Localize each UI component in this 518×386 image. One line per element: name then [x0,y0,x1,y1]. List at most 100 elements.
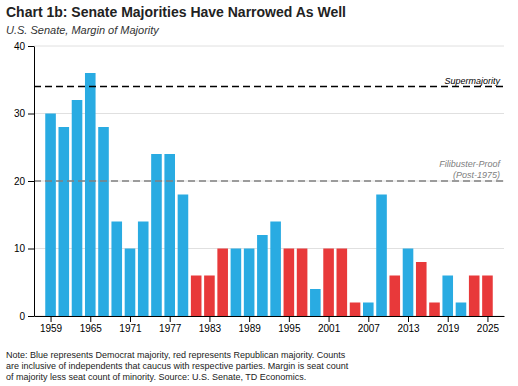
bar [125,249,136,317]
y-tick: 20 [14,176,34,187]
x-tick-mark [51,316,52,322]
plot: 1959 1965 1971 1977 1983 1989 1995 2001 2007 2013… [14,41,505,334]
chart: Chart 1b: Senate Majorities Have Narrowe… [0,0,518,386]
x-tick-mark [487,316,488,322]
title: Chart 1b: Senate Majorities Have Narrowe… [6,4,346,20]
y-tick: 30 [14,108,34,119]
x-tick-mark [209,316,210,322]
x-tick-label: 2007 [358,323,381,334]
bar [85,73,96,316]
y-tick-mark [28,316,34,317]
grid [34,46,504,316]
annotations: Supermajority Filibuster-Proof(Post-1975) [439,76,501,181]
x-tick-mark [170,316,171,322]
x-tick: 2013 [397,316,420,334]
bar [469,276,480,317]
bar [456,303,467,317]
x-tick: 1965 [80,316,103,334]
bar [45,114,56,317]
x-axis-line [35,316,505,317]
y-axis: 0 10 20 30 40 [14,41,35,322]
y-tick-mark [28,114,34,115]
bar [442,276,453,317]
bar [98,127,109,316]
x-tick-mark [368,316,369,322]
y-tick-mark [28,249,34,250]
x-tick: 1995 [278,316,301,334]
note: Note: Blue represents Democrat majority,… [6,350,349,382]
y-tick-label: 0 [19,311,25,322]
grid-line [34,46,504,47]
x-tick-mark [408,316,409,322]
x-tick: 2019 [437,316,460,334]
x-tick-label: 1983 [199,323,222,334]
annotation: Filibuster-Proof(Post-1975) [439,159,501,180]
x-tick-mark [329,316,330,322]
x-tick-label: 1989 [239,323,262,334]
y-tick-label: 40 [14,41,26,52]
y-axis-line [34,47,35,317]
y-tick: 40 [14,41,34,52]
reference-line [34,86,504,88]
bar [111,222,122,317]
bar [270,222,281,317]
x-tick: 1971 [119,316,142,334]
bar [244,249,255,317]
bar [178,195,189,317]
x-tick-label: 1995 [278,323,301,334]
x-tick-label: 1977 [159,323,182,334]
bar [403,249,414,317]
bar [363,303,374,317]
bar [217,249,228,317]
bar [72,100,83,316]
x-tick-label: 1971 [119,323,142,334]
bar [323,249,334,317]
x-tick-label: 1965 [80,323,103,334]
x-tick: 2001 [318,316,341,334]
reference-line [34,180,504,182]
x-axis: 1959 1965 1971 1977 1983 1989 1995 2001 2007 2013… [35,316,505,334]
y-tick: 0 [19,311,34,322]
x-tick: 1959 [40,316,63,334]
x-tick-mark [249,316,250,322]
y-tick-label: 10 [14,243,26,254]
marks [34,73,504,316]
y-tick-label: 20 [14,176,26,187]
bar [389,276,400,317]
y-tick-label: 30 [14,108,26,119]
bar [416,262,427,316]
bar [284,249,295,317]
bar [164,154,175,316]
bar [257,235,268,316]
bar [376,195,387,317]
y-tick-mark [28,46,34,47]
y-tick: 10 [14,243,34,254]
bar [151,154,162,316]
bar [58,127,69,316]
annotation: Supermajority [444,76,500,86]
y-tick-mark [28,181,34,182]
bar [191,276,202,317]
bar [204,276,215,317]
x-tick-mark [130,316,131,322]
subtitle: U.S. Senate, Margin of Majority [6,24,160,36]
bar [482,276,493,317]
x-tick: 1977 [159,316,182,334]
x-tick: 2007 [358,316,381,334]
x-tick-label: 1959 [40,323,63,334]
x-tick: 1983 [199,316,222,334]
x-tick-mark [289,316,290,322]
x-tick-label: 2025 [477,323,500,334]
x-tick: 2025 [477,316,500,334]
bar [231,249,242,317]
grid-line [34,113,504,114]
bar [297,249,308,317]
x-tick-label: 2013 [397,323,420,334]
x-tick-label: 2001 [318,323,341,334]
grid-line [34,181,504,182]
bar [337,249,348,317]
x-tick-mark [448,316,449,322]
bar [350,303,361,317]
x-tick-label: 2019 [437,323,460,334]
bar [138,222,149,317]
